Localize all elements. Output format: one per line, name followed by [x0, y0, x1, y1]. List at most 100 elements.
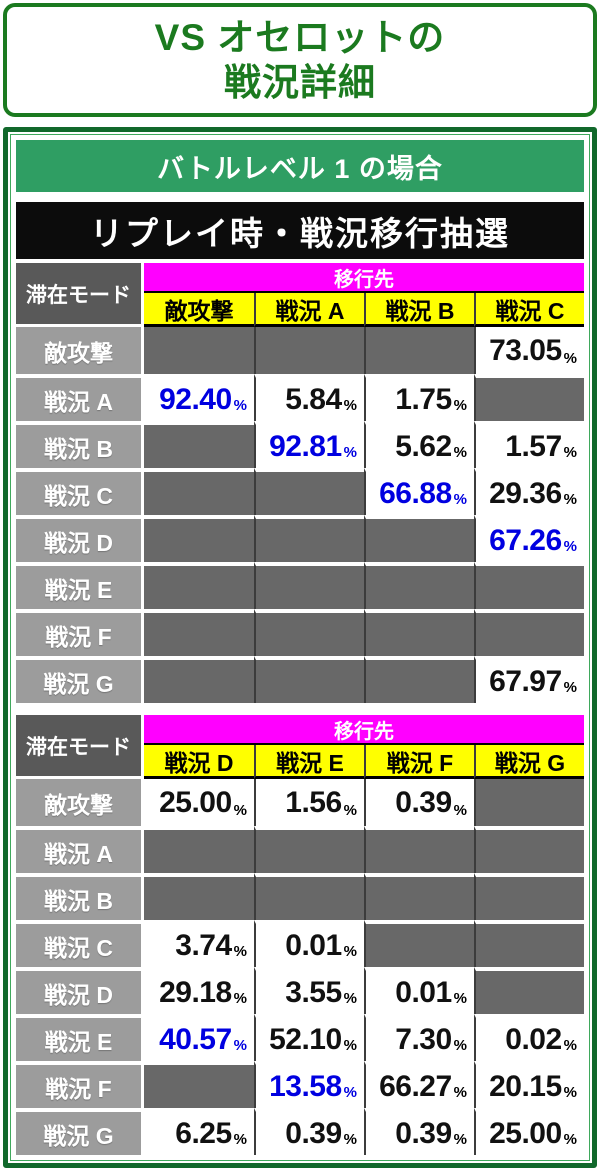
probability-value: 29.18: [159, 975, 232, 1009]
empty-cell: [144, 1061, 254, 1108]
empty-cell: [474, 779, 584, 826]
probability-value: 0.39: [395, 785, 452, 819]
probability-cell: 73.05%: [474, 327, 584, 374]
empty-cell: [364, 562, 474, 609]
probability-value: 0.02: [505, 1022, 562, 1056]
percent-symbol: %: [563, 444, 577, 461]
percent-symbol: %: [563, 679, 577, 696]
percent-symbol: %: [563, 538, 577, 555]
probability-cell: 1.75%: [364, 374, 474, 421]
percent-symbol: %: [453, 1037, 467, 1054]
percent-symbol: %: [453, 491, 467, 508]
row-header: 戦況 G: [16, 1108, 144, 1155]
percent-symbol: %: [453, 444, 467, 461]
percent-symbol: %: [233, 990, 247, 1007]
percent-symbol: %: [453, 990, 467, 1007]
probability-cell: 67.26%: [474, 515, 584, 562]
probability-value: 3.55: [285, 975, 342, 1009]
probability-value: 1.57: [505, 429, 562, 463]
empty-cell: [364, 873, 474, 920]
row-header: 戦況 G: [16, 656, 144, 703]
empty-cell: [144, 327, 254, 374]
probability-value: 7.30: [395, 1022, 452, 1056]
percent-symbol: %: [343, 397, 357, 414]
probability-cell: 67.97%: [474, 656, 584, 703]
percent-symbol: %: [343, 990, 357, 1007]
percent-symbol: %: [563, 491, 577, 508]
empty-cell: [254, 873, 364, 920]
probability-value: 66.27: [379, 1069, 452, 1103]
empty-cell: [144, 468, 254, 515]
probability-cell: 6.25%: [144, 1108, 254, 1155]
destination-header: 移行先: [144, 715, 584, 745]
percent-symbol: %: [233, 1037, 247, 1054]
empty-cell: [474, 826, 584, 873]
empty-cell: [254, 656, 364, 703]
probability-value: 1.75: [395, 382, 452, 416]
row-header: 戦況 B: [16, 873, 144, 920]
probability-value: 40.57: [159, 1022, 232, 1056]
percent-symbol: %: [453, 1131, 467, 1148]
column-header: 戦況 E: [254, 745, 364, 779]
percent-symbol: %: [343, 1131, 357, 1148]
empty-cell: [254, 468, 364, 515]
probability-cell: 3.74%: [144, 920, 254, 967]
probability-value: 20.15: [489, 1069, 562, 1103]
probability-cell: 1.57%: [474, 421, 584, 468]
empty-cell: [364, 515, 474, 562]
probability-value: 1.56: [285, 785, 342, 819]
probability-cell: 52.10%: [254, 1014, 364, 1061]
row-header: 敵攻撃: [16, 779, 144, 826]
probability-value: 25.00: [159, 785, 232, 819]
percent-symbol: %: [233, 802, 247, 819]
probability-value: 52.10: [269, 1022, 342, 1056]
probability-cell: 0.01%: [364, 967, 474, 1014]
probability-value: 5.62: [395, 429, 452, 463]
battle-level-banner: バトルレベル 1 の場合: [16, 140, 584, 192]
probability-cell: 92.81%: [254, 421, 364, 468]
row-header: 戦況 F: [16, 609, 144, 656]
probability-value: 13.58: [269, 1069, 342, 1103]
main-panel: バトルレベル 1 の場合 リプレイ時・戦況移行抽選 滞在モード 移行先 敵攻撃 戦況 …: [3, 127, 597, 1168]
percent-symbol: %: [233, 1131, 247, 1148]
column-header: 戦況 G: [474, 745, 584, 779]
probability-value: 0.01: [395, 975, 452, 1009]
row-header: 戦況 A: [16, 826, 144, 873]
percent-symbol: %: [343, 444, 357, 461]
probability-cell: 29.36%: [474, 468, 584, 515]
empty-cell: [144, 562, 254, 609]
transition-table-1: 滞在モード 移行先 敵攻撃 戦況 A 戦況 B 戦況 C 敵攻撃 73.05% 戦況 A 92.4…: [16, 263, 584, 703]
percent-symbol: %: [453, 1084, 467, 1101]
empty-cell: [364, 920, 474, 967]
probability-cell: 66.27%: [364, 1061, 474, 1108]
empty-cell: [254, 562, 364, 609]
empty-cell: [144, 609, 254, 656]
probability-value: 73.05: [489, 333, 562, 367]
probability-cell: 7.30%: [364, 1014, 474, 1061]
table-title-banner: リプレイ時・戦況移行抽選: [16, 202, 584, 259]
probability-value: 92.40: [159, 382, 232, 416]
probability-value: 0.39: [285, 1116, 342, 1150]
current-mode-header: 滞在モード: [16, 263, 144, 327]
empty-cell: [144, 421, 254, 468]
empty-cell: [474, 609, 584, 656]
empty-cell: [364, 327, 474, 374]
row-header: 戦況 C: [16, 920, 144, 967]
probability-cell: 0.39%: [254, 1108, 364, 1155]
probability-value: 29.36: [489, 476, 562, 510]
percent-symbol: %: [563, 1037, 577, 1054]
probability-value: 67.97: [489, 664, 562, 698]
probability-cell: 5.84%: [254, 374, 364, 421]
probability-cell: 3.55%: [254, 967, 364, 1014]
percent-symbol: %: [563, 350, 577, 367]
percent-symbol: %: [453, 397, 467, 414]
empty-cell: [364, 656, 474, 703]
transition-table-2: 滞在モード 移行先 戦況 D 戦況 E 戦況 F 戦況 G 敵攻撃 25.00% 1.56% 0.…: [16, 715, 584, 1155]
probability-cell: 1.56%: [254, 779, 364, 826]
probability-cell: 66.88%: [364, 468, 474, 515]
column-header: 戦況 D: [144, 745, 254, 779]
row-header: 戦況 E: [16, 1014, 144, 1061]
probability-cell: 20.15%: [474, 1061, 584, 1108]
row-header: 戦況 F: [16, 1061, 144, 1108]
percent-symbol: %: [233, 943, 247, 960]
